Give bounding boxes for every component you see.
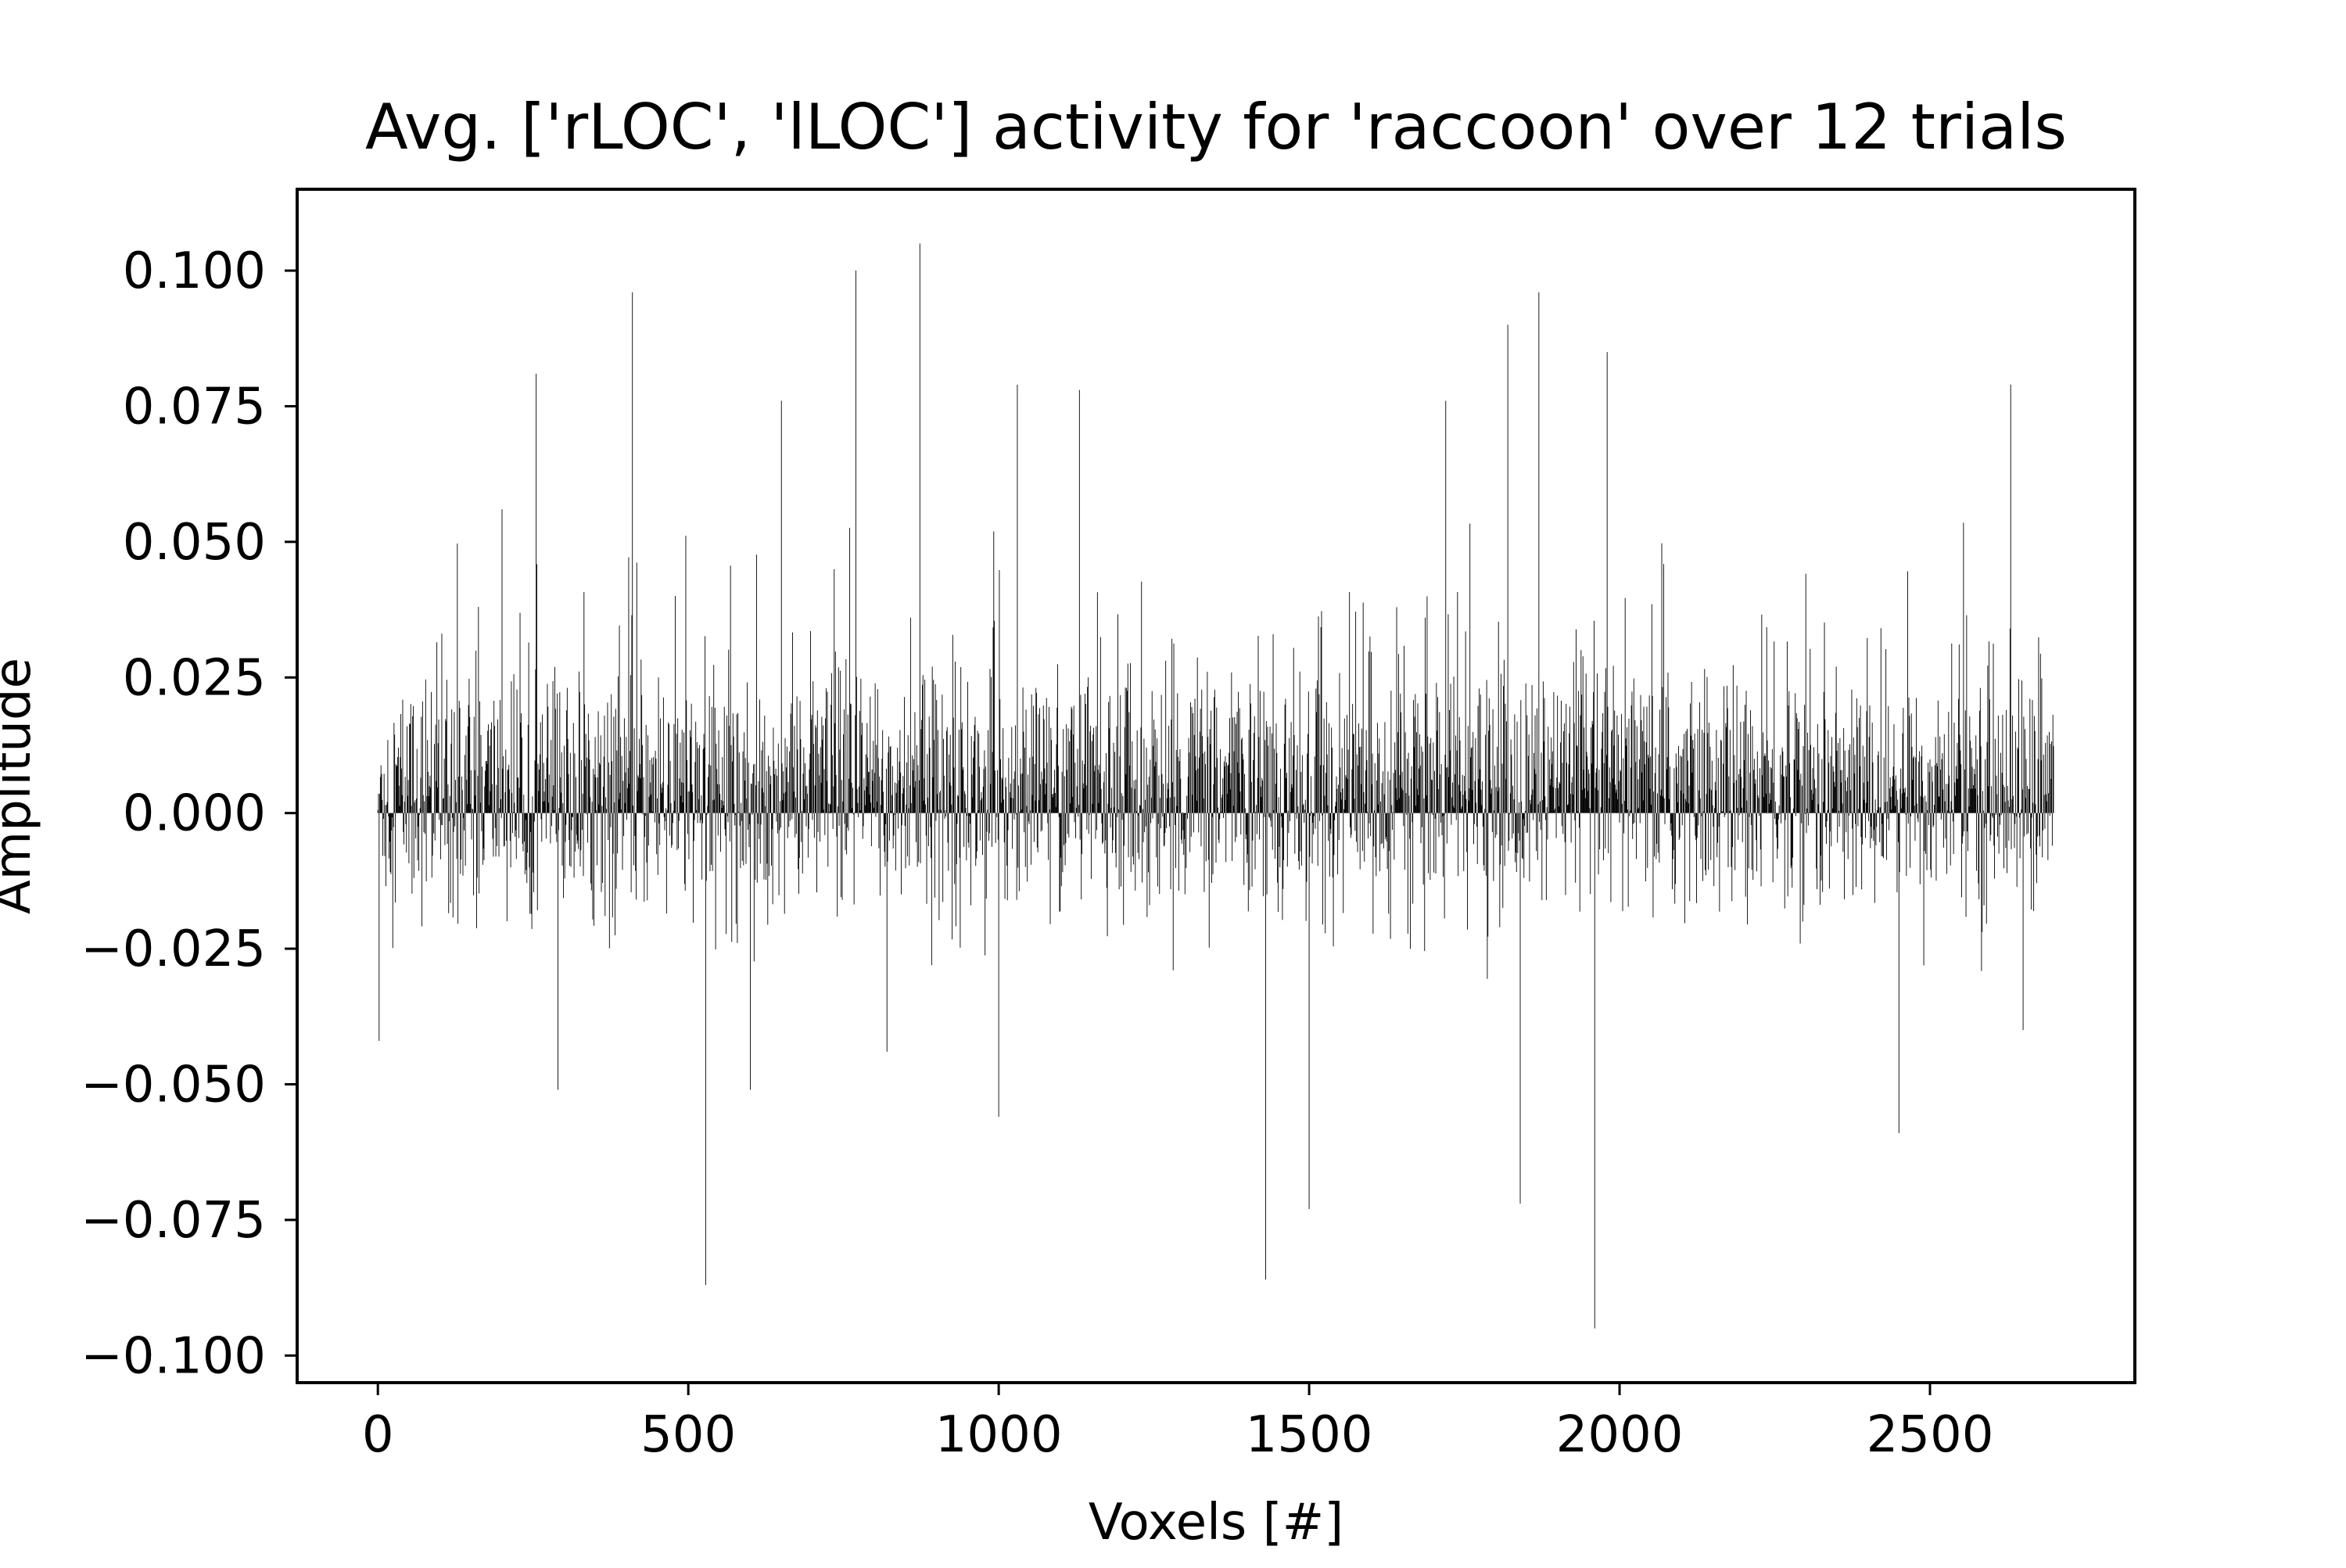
x-tick-label: 2000	[1556, 1406, 1684, 1464]
x-tick-label: 0	[362, 1406, 394, 1464]
y-tick-label: 0.025	[123, 649, 266, 707]
y-tick-label: −0.050	[81, 1057, 266, 1114]
y-tick-label: −0.025	[81, 920, 266, 978]
y-tick-label: 0.050	[123, 514, 266, 572]
y-tick-label: 0.075	[123, 378, 266, 436]
y-tick-label: −0.100	[81, 1327, 266, 1385]
plot-frame	[296, 188, 2136, 1384]
chart-title: Avg. ['rLOC', 'lLOC'] activity for 'racc…	[365, 91, 2067, 163]
y-tick-label: −0.075	[81, 1192, 266, 1250]
x-tick-label: 1000	[935, 1406, 1063, 1464]
x-axis-label: Voxels [#]	[1089, 1494, 1343, 1552]
x-tick-label: 1500	[1246, 1406, 1373, 1464]
bars-group	[377, 243, 2054, 1329]
y-axis-label: Amplitude	[0, 658, 42, 914]
x-tick-label: 2500	[1867, 1406, 1994, 1464]
y-tick-label: 0.000	[123, 785, 266, 843]
x-tick-label: 500	[640, 1406, 736, 1464]
x-axis: 0 500 1000 1500 2000 2500	[362, 1383, 1994, 1464]
y-axis: 0.100 0.075 0.050 0.025 0.000 −0.025 −0.050 −0.…	[81, 242, 297, 1385]
y-tick-label: 0.100	[123, 242, 266, 300]
